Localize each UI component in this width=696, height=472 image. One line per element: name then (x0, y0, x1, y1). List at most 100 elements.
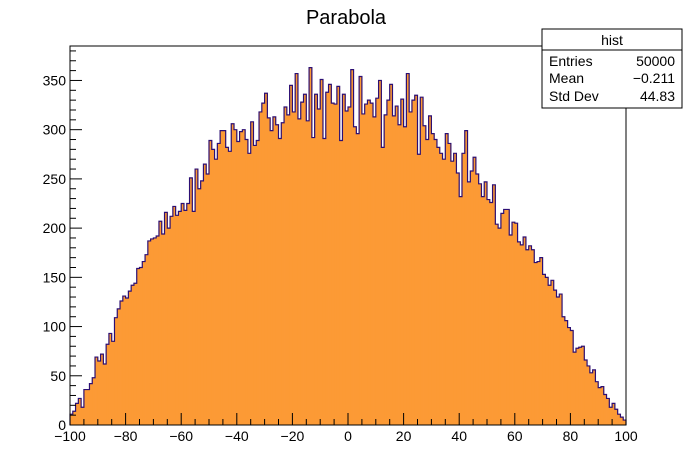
histogram-bin (317, 109, 321, 425)
histogram-bin (183, 210, 188, 425)
histogram-bin (117, 308, 121, 425)
y-tick-label: 0 (58, 417, 66, 433)
histogram-bin (281, 122, 285, 425)
histogram-bin (153, 237, 157, 425)
histogram-bin (470, 171, 474, 425)
histogram-bin (361, 113, 366, 425)
histogram-bin (550, 280, 555, 425)
histogram-bin (617, 414, 621, 425)
histogram-bin (370, 103, 374, 426)
histogram-bin (106, 344, 110, 425)
y-tick-label: 200 (43, 220, 67, 236)
histogram-bin (295, 73, 299, 426)
stats-stddev-value: 44.83 (640, 88, 675, 104)
histogram-bin (367, 100, 371, 426)
x-tick-label: 60 (507, 428, 523, 444)
histogram-bin (503, 209, 507, 425)
histogram-bin (289, 85, 293, 426)
histogram-bin (531, 249, 535, 425)
histogram-bin (375, 98, 379, 426)
histogram-bin (425, 139, 430, 426)
histogram-bin (603, 394, 607, 425)
histogram-bin (264, 93, 268, 425)
x-tick-label: −60 (169, 428, 193, 444)
histogram-bin (403, 126, 407, 425)
histogram-bin (70, 414, 74, 425)
histogram-bin (411, 100, 416, 426)
histogram-bin (231, 123, 235, 425)
histogram-bin (297, 118, 302, 426)
histogram-bin (167, 228, 171, 425)
histogram-bin (334, 104, 338, 426)
histogram-bin (420, 97, 424, 426)
histogram-bin (559, 294, 563, 425)
histogram-bin (172, 206, 177, 425)
histogram-bin (220, 130, 224, 426)
histogram-bin (592, 369, 596, 425)
histogram-bin (178, 211, 182, 425)
histogram-bin (487, 199, 491, 425)
histogram-bin (72, 411, 76, 425)
histogram-bin (414, 95, 418, 426)
histogram-bin (214, 159, 218, 425)
histogram-fill (70, 67, 627, 426)
histogram-bin (587, 365, 591, 425)
histogram-bin (445, 133, 449, 426)
y-tick-label: 150 (43, 269, 67, 285)
histogram-bin (150, 238, 154, 425)
histogram-bin (525, 249, 530, 425)
histogram-bin (209, 140, 213, 425)
histogram-bin (528, 245, 532, 425)
histogram-bin (409, 111, 413, 425)
histogram-bin (364, 104, 368, 426)
histogram-bin (450, 161, 455, 425)
histogram-bin (261, 103, 265, 426)
histogram-bin (353, 126, 357, 425)
histogram-bin (192, 211, 196, 425)
histogram-bin (512, 222, 516, 425)
histogram-bin (436, 147, 441, 425)
histogram-bin (386, 100, 391, 426)
histogram-bin (181, 203, 185, 425)
histogram-bin (142, 261, 146, 425)
histogram-bin (381, 147, 385, 425)
histogram-bin (489, 202, 493, 425)
histogram-bin (459, 196, 463, 425)
histogram-bin (217, 143, 221, 425)
histogram-bin (86, 389, 90, 425)
histogram-bin (270, 130, 274, 426)
histogram-bin (581, 346, 585, 425)
histogram-bin (97, 361, 101, 425)
stats-mean-label: Mean (549, 70, 584, 86)
histogram-bin (606, 398, 610, 425)
x-tick-label: 0 (344, 428, 352, 444)
histogram-bin (517, 241, 521, 425)
histogram-bin (175, 215, 179, 425)
histogram-bin (239, 131, 243, 425)
histogram-bin (400, 99, 404, 425)
histogram-bin (428, 115, 432, 426)
histogram-bin (498, 228, 502, 425)
histogram-bin (464, 130, 468, 426)
histogram-bin (267, 117, 271, 425)
histogram-bin (589, 372, 594, 425)
histogram-bin (431, 133, 435, 426)
stats-box-title: hist (601, 32, 623, 48)
histogram-bin (398, 124, 402, 426)
histogram-bin (170, 216, 174, 425)
histogram-bin (595, 381, 599, 425)
histogram-bin (164, 212, 168, 425)
histogram-bin (434, 139, 438, 426)
stats-box: hist Entries 50000 Mean −0.211 Std Dev 4… (541, 28, 683, 109)
histogram-bin (598, 387, 602, 425)
x-tick-label: −80 (114, 428, 138, 444)
histogram-bin (225, 147, 229, 425)
histogram-bin (614, 409, 619, 425)
stats-entries-value: 50000 (636, 53, 675, 69)
histogram-bin (236, 141, 240, 425)
x-tick-label: −40 (225, 428, 249, 444)
histogram-bin (417, 154, 421, 426)
histogram-bin (322, 138, 327, 425)
x-axis: −100 −80 −60 −40 −20 0 20 40 60 80 100 (54, 413, 638, 444)
